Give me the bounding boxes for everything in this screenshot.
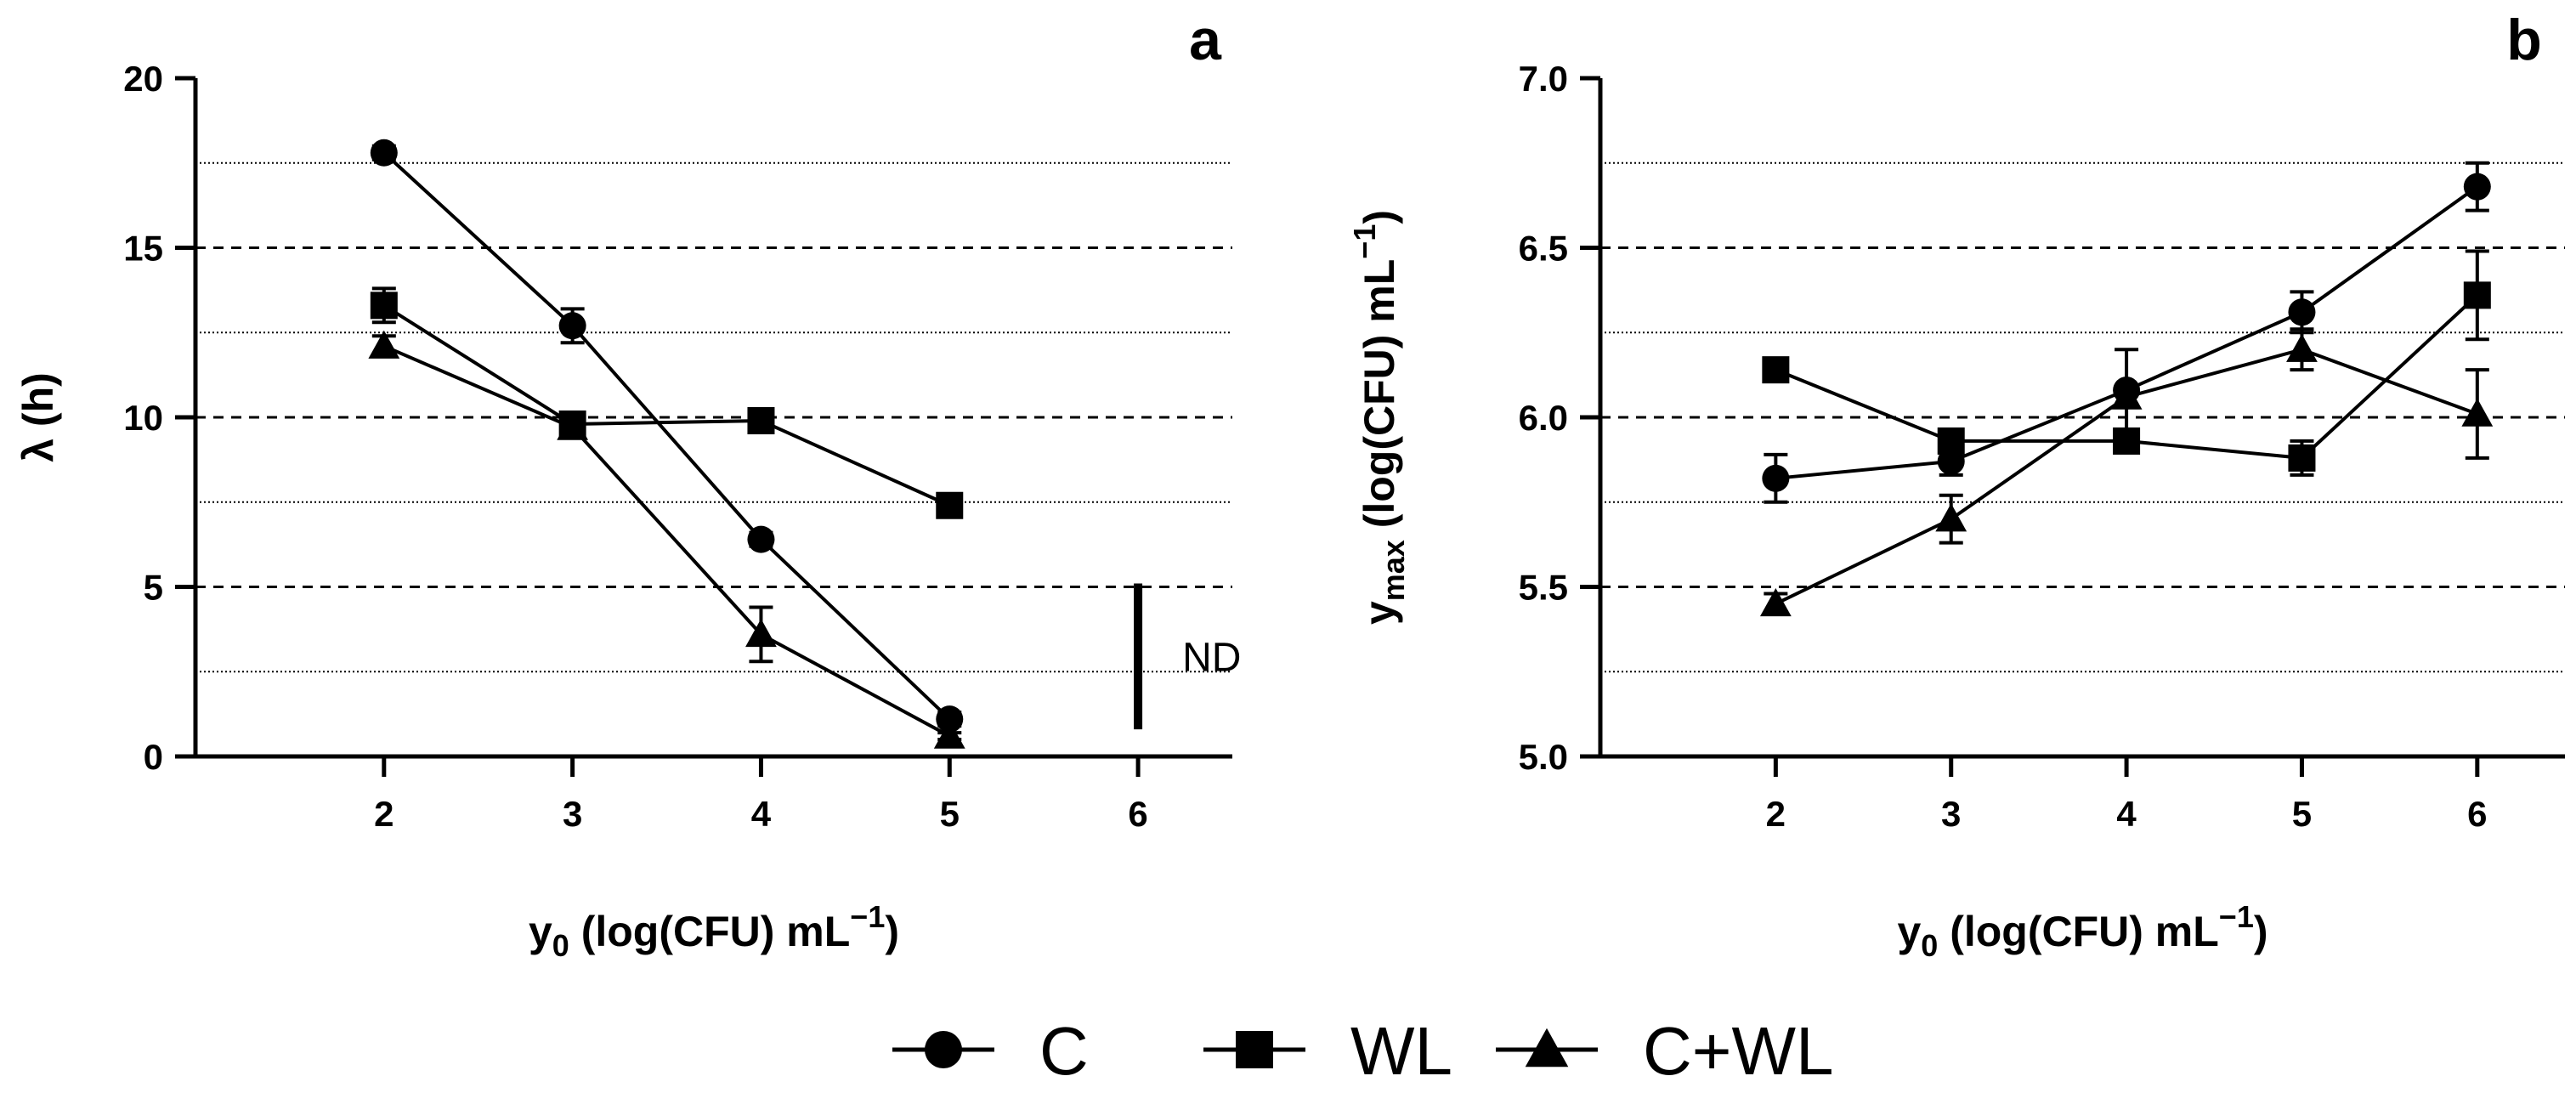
legend-marker-c-wl bbox=[1525, 1028, 1569, 1068]
panel-a-series-c-point-2 bbox=[747, 525, 775, 553]
panel-b-x-axis-title: y0 (log(CFU) mL−1) bbox=[1897, 899, 2267, 963]
panel-b-series-wl-point-2 bbox=[2113, 427, 2141, 455]
panel-a-nd-label: ND bbox=[1182, 635, 1241, 680]
panel-b-x-tick-label-1: 3 bbox=[1941, 794, 1961, 834]
panel-b-y-tick-label-2: 6.0 bbox=[1519, 398, 1568, 438]
panel-a-y-tick-label-3: 15 bbox=[123, 229, 163, 269]
panel-a-x-tick-label-1: 3 bbox=[563, 794, 582, 834]
panel-b-series-c-wl-point-0 bbox=[1759, 588, 1792, 617]
panel-a-series-wl-point-0 bbox=[370, 292, 398, 320]
panel-b-series-c-wl-point-3 bbox=[2286, 333, 2318, 362]
panel-a-x-axis-title: y0 (log(CFU) mL−1) bbox=[529, 899, 899, 963]
panel-b-x-tick-label-3: 5 bbox=[2292, 794, 2312, 834]
panel-b-y-axis-title: ymax (log(CFU) mL−1) bbox=[1347, 210, 1411, 625]
panel-a-series-c-wl-point-1 bbox=[557, 411, 589, 440]
panel-b-x-tick-label-2: 4 bbox=[2116, 794, 2137, 834]
panel-a-x-tick-label-4: 6 bbox=[1128, 794, 1147, 834]
panel-a-x-tick-label-2: 4 bbox=[751, 794, 772, 834]
panel-a-y-tick-label-0: 0 bbox=[144, 737, 163, 777]
panel-a-series-c-point-0 bbox=[370, 139, 398, 167]
panel-b-x-tick-label-0: 2 bbox=[1766, 794, 1786, 834]
panel-a-chart: 0 5 10 15 20 2 3 4 5 6 y0 (log(CFU) mL−1) λ (h) a ND bbox=[14, 8, 1241, 963]
panel-b-y-tick-label-3: 6.5 bbox=[1519, 229, 1568, 269]
panel-b-y-tick-label-1: 5.5 bbox=[1519, 568, 1568, 608]
panel-b-series-wl-point-0 bbox=[1762, 356, 1790, 384]
panel-b-series-wl-point-1 bbox=[1937, 427, 1965, 455]
panel-a-series-c-wl-line bbox=[383, 344, 951, 738]
panel-b-y-tick-label-4: 7.0 bbox=[1519, 59, 1568, 99]
panel-b-chart: 5.0 5.5 6.0 6.5 7.0 2 3 4 5 6 y0 (log(CFU) mL−1) ym… bbox=[1347, 8, 2565, 963]
panel-a-y-tick-label-1: 5 bbox=[144, 568, 163, 608]
legend: C WL C+WL bbox=[892, 1013, 1834, 1089]
panel-a-series-c-wl-point-0 bbox=[368, 330, 400, 359]
panel-a-series-c-line bbox=[382, 151, 951, 721]
panel-b-x-tick-label-4: 6 bbox=[2467, 794, 2487, 834]
panel-b-series-wl-point-3 bbox=[2288, 444, 2316, 472]
panel-a-series-c-point-1 bbox=[558, 312, 586, 340]
panel-b-series-c-point-0 bbox=[1762, 464, 1790, 492]
panel-a-series-wl-point-2 bbox=[747, 406, 775, 434]
panel-b-series-c-wl-point-4 bbox=[2461, 398, 2494, 427]
panel-b-series-c-wl-point-2 bbox=[2110, 381, 2143, 410]
panel-a-series-wl-line bbox=[382, 303, 951, 507]
panel-a-x-tick-label-0: 2 bbox=[374, 794, 393, 834]
panel-b-series-c-point-3 bbox=[2288, 298, 2316, 326]
panel-a-y-axis-title: λ (h) bbox=[14, 372, 62, 462]
panel-b-label: b bbox=[2506, 8, 2542, 72]
panel-a-label: a bbox=[1189, 8, 1222, 72]
panel-b-series-c-point-4 bbox=[2463, 173, 2491, 201]
panel-a-x-tick-label-3: 5 bbox=[940, 794, 960, 834]
panel-a-y-tick-label-4: 20 bbox=[123, 59, 163, 99]
panel-b-series-wl-point-4 bbox=[2463, 281, 2491, 309]
panel-a-y-tick-label-2: 10 bbox=[123, 398, 163, 438]
panel-b-series-c-wl-point-1 bbox=[1935, 503, 1967, 532]
panel-a-series-c-wl-point-3 bbox=[933, 720, 965, 749]
legend-label-wl: WL bbox=[1350, 1013, 1452, 1089]
panel-a-series-c-wl-point-2 bbox=[745, 618, 777, 648]
legend-marker-wl bbox=[1236, 1031, 1273, 1068]
legend-label-c-wl: C+WL bbox=[1643, 1013, 1834, 1089]
panel-a-series-wl-point-3 bbox=[936, 491, 964, 519]
legend-label-c: C bbox=[1039, 1013, 1089, 1089]
panel-b-y-tick-label-0: 5.0 bbox=[1519, 737, 1568, 777]
panel-a-series-c-point-3 bbox=[936, 705, 964, 733]
legend-marker-c bbox=[925, 1031, 962, 1068]
